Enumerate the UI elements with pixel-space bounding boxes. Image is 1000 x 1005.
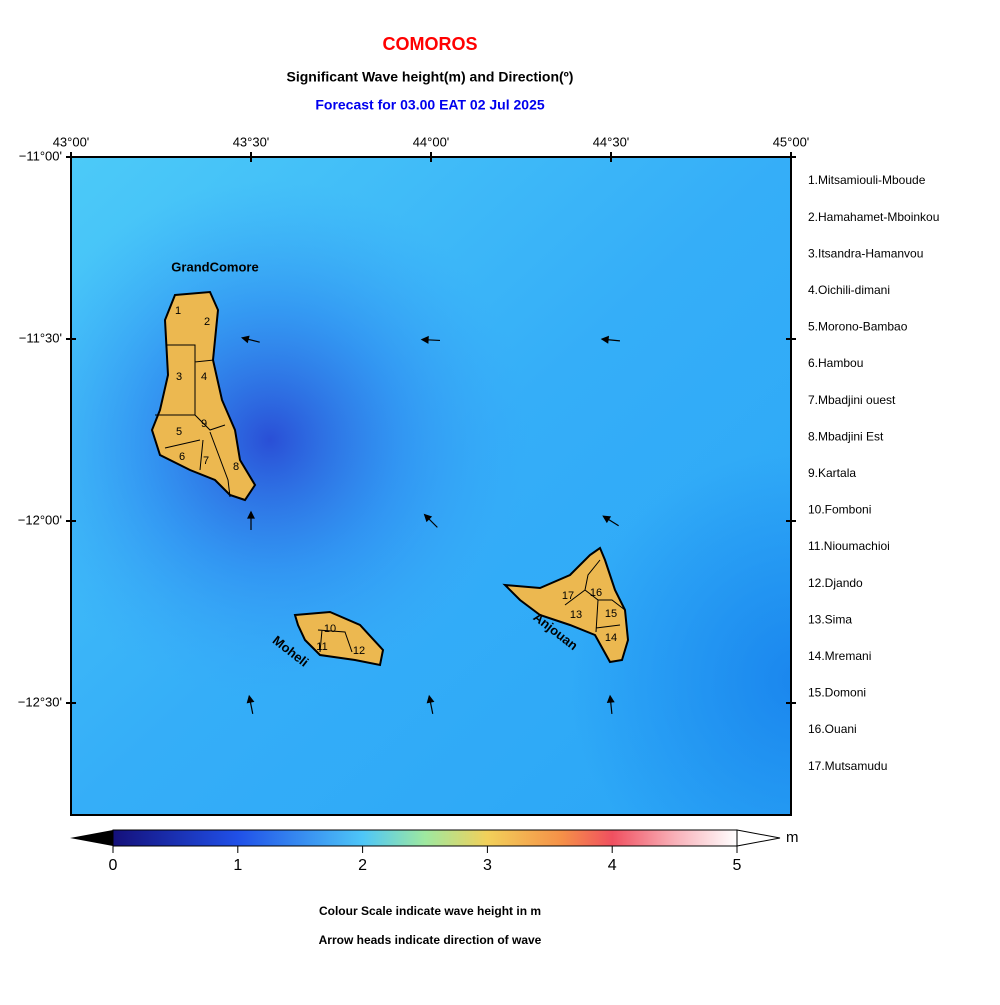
region-name: 8.Mbadjini Est <box>808 429 884 443</box>
region-number: 11 <box>316 641 327 653</box>
region-number: 13 <box>570 609 582 621</box>
border <box>317 629 353 653</box>
region-number: 8 <box>233 461 239 473</box>
lon-label: 45°00' <box>773 134 810 149</box>
lon-label: 44°30' <box>593 134 630 149</box>
island-shape <box>293 610 385 667</box>
region-number: 17 <box>562 590 574 602</box>
lat-label: −11°00' <box>19 148 62 163</box>
sea-shade <box>71 157 791 815</box>
region-name: 4.Oichili-dimani <box>808 283 890 297</box>
region-name: 17.Mutsamudu <box>808 759 887 773</box>
region-name: 12.Djando <box>808 576 863 590</box>
colorbar-scale <box>112 829 738 847</box>
region-name: 13.Sima <box>808 612 852 626</box>
lat-label: −11°30' <box>19 330 62 345</box>
region-number: 12 <box>353 645 365 657</box>
arrow-head <box>602 515 612 524</box>
region-number: 4 <box>201 371 207 383</box>
colorbar-under <box>70 830 113 846</box>
lon-label: 44°00' <box>413 134 450 149</box>
region-name: 10.Fomboni <box>808 503 871 517</box>
arrow-head <box>426 694 435 704</box>
region-number: 15 <box>605 608 617 620</box>
arrow-head <box>246 694 255 704</box>
arrow-head <box>420 335 429 344</box>
region-name: 16.Ouani <box>808 722 857 736</box>
region-name: 11.Nioumachioi <box>808 539 890 553</box>
region-number: 14 <box>605 632 617 644</box>
colorbar-label: 5 <box>733 857 742 874</box>
lat-label: −12°00' <box>18 512 62 527</box>
colorbar: m <box>70 829 799 847</box>
note: Arrow heads indicate direction of wave <box>319 933 542 947</box>
lat-label: −12°30' <box>18 694 62 709</box>
island-shape <box>150 290 257 502</box>
colorbar-label: 1 <box>233 857 242 874</box>
region-name: 6.Hambou <box>808 356 863 370</box>
region-number: 16 <box>590 587 602 599</box>
region-name: 15.Domoni <box>808 686 866 700</box>
border <box>564 559 626 633</box>
forecast: Forecast for 03.00 EAT 02 Jul 2025 <box>315 97 545 113</box>
arrow-head <box>606 694 615 704</box>
region-name: 3.Itsandra-Hamanvou <box>808 246 923 260</box>
region-name: 14.Mremani <box>808 649 871 663</box>
islands <box>150 290 630 667</box>
title: COMOROS <box>382 34 477 54</box>
colorbar-label: 4 <box>608 857 617 874</box>
region-name: 5.Morono-Bambao <box>808 320 908 334</box>
arrow-head <box>600 335 610 344</box>
region-borders <box>155 344 626 653</box>
region-number: 5 <box>176 426 182 438</box>
region-name: 2.Hamahamet-Mboinkou <box>808 210 939 224</box>
note: Colour Scale indicate wave height in m <box>319 904 541 918</box>
colorbar-unit: m <box>786 829 799 846</box>
map-area <box>70 156 792 816</box>
region-number: 10 <box>324 623 336 635</box>
region-number: 7 <box>203 455 209 467</box>
wave-arrows <box>240 335 621 715</box>
region-name: 1.Mitsamiouli-Mboude <box>808 173 926 187</box>
subtitle: Significant Wave height(m) and Direction… <box>287 69 574 85</box>
lon-label: 43°30' <box>233 134 270 149</box>
colorbar-over <box>736 829 781 847</box>
arrow-head <box>240 335 250 344</box>
region-number: 2 <box>204 316 210 328</box>
region-name: 7.Mbadjini ouest <box>808 393 896 407</box>
arrow-head <box>423 513 433 523</box>
region-number: 6 <box>179 451 185 463</box>
island-label: GrandComore <box>171 259 258 274</box>
arrow-head <box>247 510 255 519</box>
island-shape <box>502 546 630 664</box>
region-number: 1 <box>175 305 181 317</box>
lon-label: 43°00' <box>53 134 90 149</box>
border <box>155 344 231 498</box>
region-name: 9.Kartala <box>808 466 856 480</box>
region-number: 9 <box>201 418 207 430</box>
colorbar-label: 0 <box>109 857 118 874</box>
colorbar-label: 3 <box>483 857 492 874</box>
colorbar-label: 2 <box>358 857 367 874</box>
region-number: 3 <box>176 371 182 383</box>
